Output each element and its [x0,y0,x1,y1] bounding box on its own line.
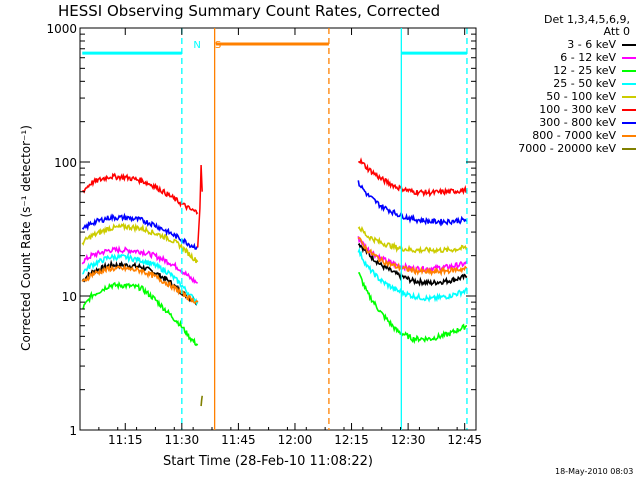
legend-swatch [622,95,636,98]
series-line-2-1 [358,272,468,345]
series-line-7-0 [81,263,199,304]
legend-label: 12 - 25 keV [553,64,616,77]
legend-swatch [622,121,636,124]
series-line-1-0 [81,245,198,285]
y-axis-label: Corrected Count Rate (s⁻¹ detector⁻¹) [19,125,33,351]
legend-item: 3 - 6 keV [478,38,636,51]
x-tick-label-5: 12:30 [391,433,426,447]
legend-item: 100 - 300 keV [478,103,636,116]
series-line-2-0 [82,280,199,347]
series-line-4-0 [81,222,199,264]
legend-label: 6 - 12 keV [560,51,616,64]
legend-label: 300 - 800 keV [539,116,616,129]
series-line-5-0 [82,172,199,215]
y-tick-label-0: 1 [69,424,77,438]
legend-swatch [622,108,636,111]
legend-label: 25 - 50 keV [553,77,616,90]
legend-item: 800 - 7000 keV [478,129,636,142]
series-line-7-1 [357,236,468,277]
x-axis-label: Start Time (28-Feb-10 11:08:22) [163,454,373,469]
x-tick-label-2: 11:45 [221,433,256,447]
series-line-0-0 [81,259,199,306]
legend-swatch [622,134,636,137]
legend-label: 7000 - 20000 keV [518,142,616,155]
series-line-3-0 [82,252,199,306]
chart-title: HESSI Observing Summary Count Rates, Cor… [58,2,441,20]
date-stamp: 18-May-2010 08:03 [555,467,634,476]
legend-header-detectors: Det 1,3,4,5,6,9, [543,13,630,26]
annotation-0: N [193,40,200,51]
legend-label: 100 - 300 keV [539,103,616,116]
legend-swatch [622,56,636,59]
x-tick-label-4: 12:15 [334,433,369,447]
legend-label: 800 - 7000 keV [532,129,616,142]
plot-frame [79,27,477,431]
legend-swatch [622,43,636,46]
x-tick-label-6: 12:45 [447,433,482,447]
legend-label: 50 - 100 keV [546,90,616,103]
x-tick-label-0: 11:15 [108,433,143,447]
series-line-0-1 [357,242,468,287]
x-tick-label-1: 11:30 [165,433,200,447]
legend-item: 50 - 100 keV [478,90,636,103]
legend-swatch [622,69,636,72]
legend-swatch [622,82,636,85]
y-tick-label-1: 10 [62,290,77,304]
series-line-5-1 [358,157,468,198]
y-tick-label-3: 1000 [46,22,77,36]
legend: Det 1,3,4,5,6,9, Att 0 3 - 6 keV 6 - 12 k… [478,14,636,155]
series-spike [196,164,203,248]
legend-item: 300 - 800 keV [478,116,636,129]
legend-label: 3 - 6 keV [567,38,616,51]
series-line-8-0 [200,395,203,407]
legend-item: 7000 - 20000 keV [478,142,636,155]
legend-entries: 3 - 6 keV 6 - 12 keV 12 - 25 keV 25 - 50 ke… [478,38,636,155]
series-line-3-1 [357,247,468,303]
series-line-6-1 [357,180,468,227]
legend-item: 12 - 25 keV [478,64,636,77]
series-line-6-0 [81,212,198,250]
annotation-1: S [215,40,221,51]
legend-header-attenuator: Att 0 [603,25,630,38]
legend-item: 6 - 12 keV [478,51,636,64]
legend-swatch [622,147,636,150]
legend-item: 25 - 50 keV [478,77,636,90]
series-line-4-1 [357,225,468,255]
x-tick-label-3: 12:00 [278,433,313,447]
y-tick-label-2: 100 [54,156,77,170]
